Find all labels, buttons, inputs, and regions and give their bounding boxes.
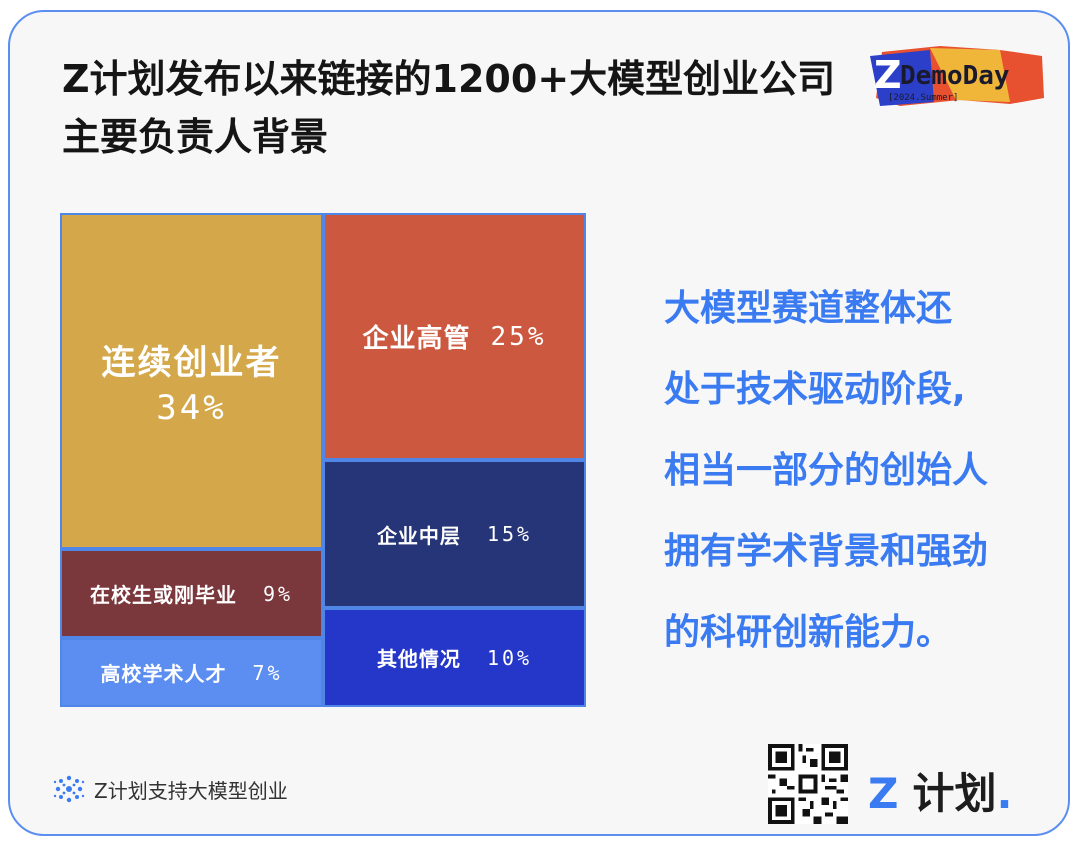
treemap-cell-serial-founders: 连续创业者 34% xyxy=(62,215,321,547)
brand-z: Z xyxy=(868,769,899,818)
insight-line-2: 处于技术驱动阶段, xyxy=(664,369,966,410)
page-title: Z计划发布以来链接的1200+大模型创业公司 主要负责人背景 xyxy=(62,50,842,166)
footer-tagline: Z计划支持大模型创业 xyxy=(52,772,288,806)
brand-dot: . xyxy=(996,769,1013,818)
background-treemap: 连续创业者 34% 企业高管 25% 企业中层 15% 其他情况 10% 在校生… xyxy=(60,213,586,707)
treemap-label: 在校生或刚毕业 xyxy=(89,583,237,607)
treemap-cell-academics: 高校学术人才 7% xyxy=(62,640,321,705)
logo-main-text: DemoDay xyxy=(900,61,1010,91)
treemap-label: 其他情况 xyxy=(376,647,461,671)
insight-line-4: 拥有学术背景和强劲 xyxy=(664,531,989,572)
footer-tagline-text: Z计划支持大模型创业 xyxy=(94,778,288,803)
logo-letter: Z xyxy=(874,53,902,97)
insight-text: 大模型赛道整体还 处于技术驱动阶段, 相当一部分的创始人 拥有学术背景和强劲 的… xyxy=(664,268,1044,673)
title-line-1: Z计划发布以来链接的1200+大模型创业公司 xyxy=(62,57,836,101)
treemap-value: 15% xyxy=(486,522,533,546)
dots-logo-icon xyxy=(53,775,85,803)
treemap-value: 7% xyxy=(252,660,283,685)
insight-line-3: 相当一部分的创始人 xyxy=(664,450,989,491)
treemap-label: 企业中层 xyxy=(376,523,461,548)
treemap-cell-mid-level: 企业中层 15% xyxy=(325,462,584,606)
treemap-label: 连续创业者 xyxy=(101,342,282,383)
insight-line-5: 的科研创新能力。 xyxy=(664,612,953,653)
treemap-label: 企业高管 xyxy=(362,324,471,354)
treemap-cell-executives: 企业高管 25% xyxy=(325,215,584,458)
qr-code-icon xyxy=(768,744,848,824)
treemap-value: 25% xyxy=(490,321,547,352)
treemap-value: 10% xyxy=(486,645,533,670)
title-line-2: 主要负责人背景 xyxy=(62,115,329,159)
treemap-value: 34% xyxy=(156,387,227,428)
treemap-cell-students: 在校生或刚毕业 9% xyxy=(62,551,321,636)
insight-line-1: 大模型赛道整体还 xyxy=(664,288,953,329)
brand-name: 计划 xyxy=(912,769,997,818)
brand-mark: Z 计划 . xyxy=(868,760,1012,821)
demoday-logo: Z DemoDay [2024.Summer] xyxy=(870,46,1044,106)
treemap-value: 9% xyxy=(262,581,294,606)
treemap-cell-other: 其他情况 10% xyxy=(325,610,584,705)
treemap-label: 高校学术人才 xyxy=(100,662,227,686)
logo-sub-text: [2024.Summer] xyxy=(888,93,958,103)
